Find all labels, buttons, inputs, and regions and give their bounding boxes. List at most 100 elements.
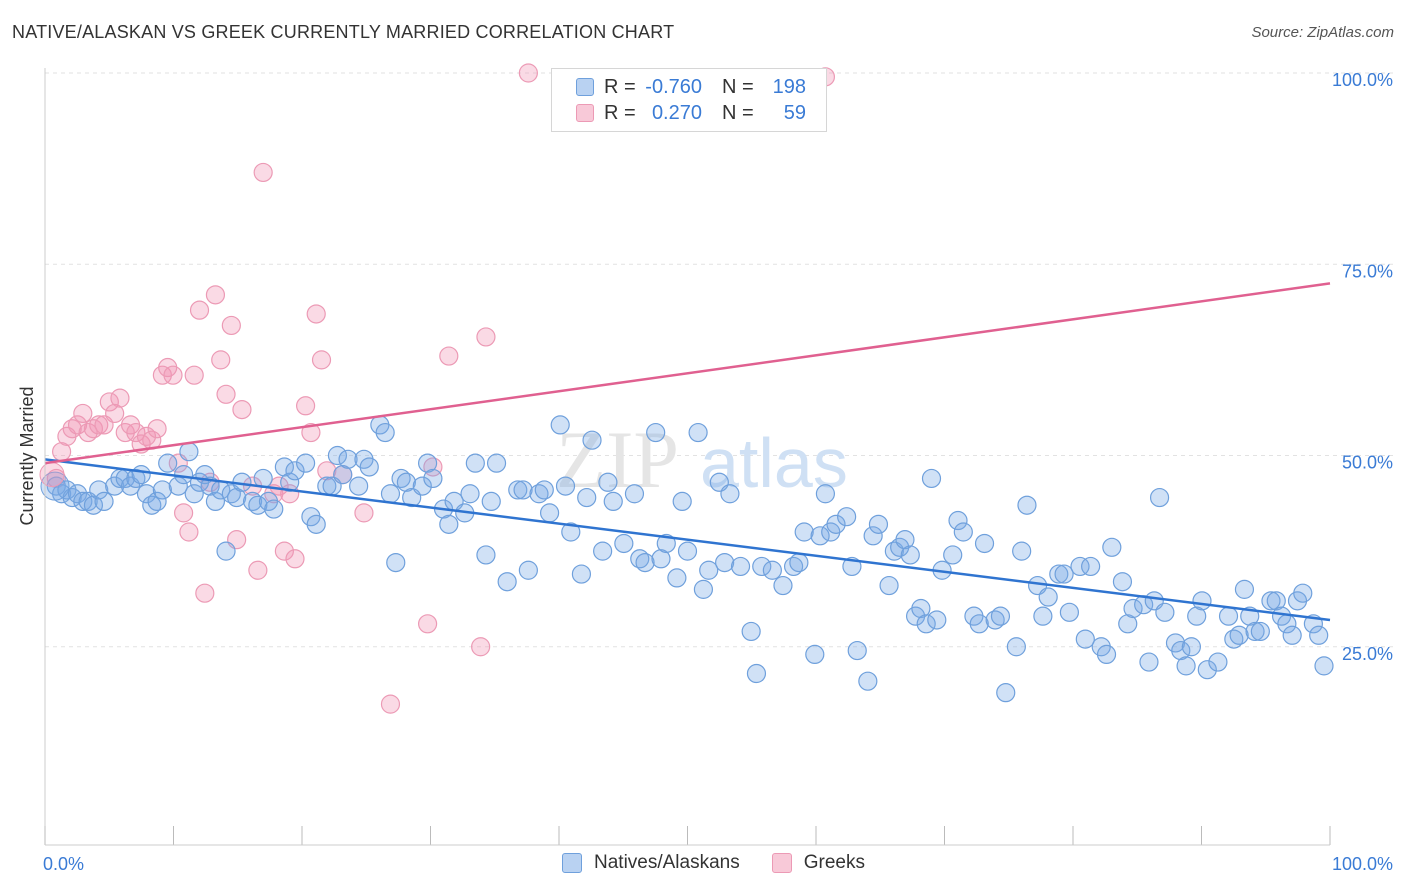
greek-point xyxy=(89,415,109,435)
native-point xyxy=(179,442,199,462)
native-point xyxy=(1309,625,1329,645)
native-point xyxy=(1017,495,1037,515)
native-point xyxy=(863,526,883,546)
legend-r-label: R = xyxy=(604,101,636,124)
native-point xyxy=(1149,487,1170,508)
native-point xyxy=(646,422,666,443)
native-point xyxy=(89,480,109,500)
native-point xyxy=(672,491,692,511)
series-swatch-pink xyxy=(771,853,792,873)
native-point xyxy=(1081,556,1101,577)
native-point xyxy=(481,491,501,511)
points-layer xyxy=(39,63,1334,714)
native-point xyxy=(1192,591,1212,611)
greek-point xyxy=(476,327,496,347)
native-point xyxy=(94,491,114,511)
watermark-zip: ZIP xyxy=(556,414,679,505)
greek-point xyxy=(216,384,236,404)
greek-point xyxy=(221,315,241,336)
axis-layer: 25.0% 50.0% 75.0% 100.0% 0.0% 100.0% xyxy=(43,68,1393,874)
native-point xyxy=(359,457,379,477)
greek-point xyxy=(253,162,273,183)
native-point xyxy=(837,507,857,527)
native-point xyxy=(868,514,889,534)
greek-point xyxy=(83,419,104,439)
native-point xyxy=(911,598,931,619)
native-point xyxy=(306,514,326,534)
native-point xyxy=(83,495,104,515)
native-point xyxy=(858,671,878,691)
native-point xyxy=(1187,606,1207,626)
native-point xyxy=(1218,606,1239,626)
native-point xyxy=(593,541,613,561)
native-point xyxy=(1234,579,1255,599)
greek-point xyxy=(184,365,204,385)
native-point xyxy=(1197,660,1217,680)
greek-point xyxy=(296,396,316,416)
x-tick-label-min: 0.0% xyxy=(43,854,84,874)
chart-title: NATIVE/ALASKAN VS GREEK CURRENTLY MARRIE… xyxy=(12,22,675,42)
series-legend-greeks: Greeks xyxy=(771,852,865,874)
greek-point xyxy=(195,583,215,603)
native-point xyxy=(423,468,443,489)
native-point xyxy=(1261,591,1281,611)
native-point xyxy=(826,514,846,534)
native-point xyxy=(333,465,353,485)
y-tick-label: 75.0% xyxy=(1342,261,1393,281)
greek-point xyxy=(189,300,210,320)
native-point xyxy=(1171,640,1191,661)
greek-point xyxy=(105,403,125,424)
native-point xyxy=(1102,537,1122,557)
native-point xyxy=(635,552,655,573)
native-point xyxy=(990,606,1011,626)
greek-point xyxy=(311,350,332,370)
native-point xyxy=(1033,606,1053,626)
native-point xyxy=(1059,602,1080,622)
greek-point xyxy=(136,426,157,446)
native-point xyxy=(205,491,226,511)
native-point xyxy=(227,487,247,508)
native-point xyxy=(630,549,650,569)
native-point xyxy=(996,683,1016,703)
native-point xyxy=(274,457,294,477)
legend-n-label: N = xyxy=(722,75,754,98)
series-legend-natives: Natives/Alaskans xyxy=(562,852,740,874)
series-label-natives: Natives/Alaskans xyxy=(594,852,740,873)
greek-trend-line xyxy=(44,282,1331,465)
native-point xyxy=(730,556,751,577)
y-tick-label: 50.0% xyxy=(1342,453,1393,473)
greek-point xyxy=(62,419,82,439)
legend-r-value: -0.760 xyxy=(645,75,702,98)
native-point xyxy=(900,545,920,565)
native-point xyxy=(985,610,1005,630)
x-tick-label-max: 100.0% xyxy=(1332,854,1393,874)
native-point xyxy=(152,480,172,500)
native-point xyxy=(1208,652,1228,672)
native-point xyxy=(242,491,263,511)
native-point xyxy=(815,484,836,504)
greek-point xyxy=(110,388,130,408)
native-point xyxy=(52,484,72,504)
greek-point xyxy=(248,560,268,580)
native-point xyxy=(810,526,830,546)
native-point xyxy=(1282,625,1302,645)
native-point xyxy=(752,556,772,577)
legend-row-natives: R = -0.760 N = 198 xyxy=(576,75,806,99)
native-point xyxy=(974,533,995,554)
native-point xyxy=(147,491,167,511)
legend-r-label: R = xyxy=(604,75,636,98)
greek-point xyxy=(354,503,374,523)
native-point xyxy=(693,579,714,599)
native-point xyxy=(486,453,507,473)
native-point xyxy=(497,572,517,592)
greek-point xyxy=(211,350,231,370)
native-point xyxy=(555,476,576,496)
native-point xyxy=(248,495,268,515)
native-point xyxy=(699,560,719,580)
native-point xyxy=(1118,614,1138,634)
native-point xyxy=(396,472,416,492)
native-point xyxy=(518,560,538,580)
native-point xyxy=(513,480,533,500)
greek-point xyxy=(423,457,443,477)
